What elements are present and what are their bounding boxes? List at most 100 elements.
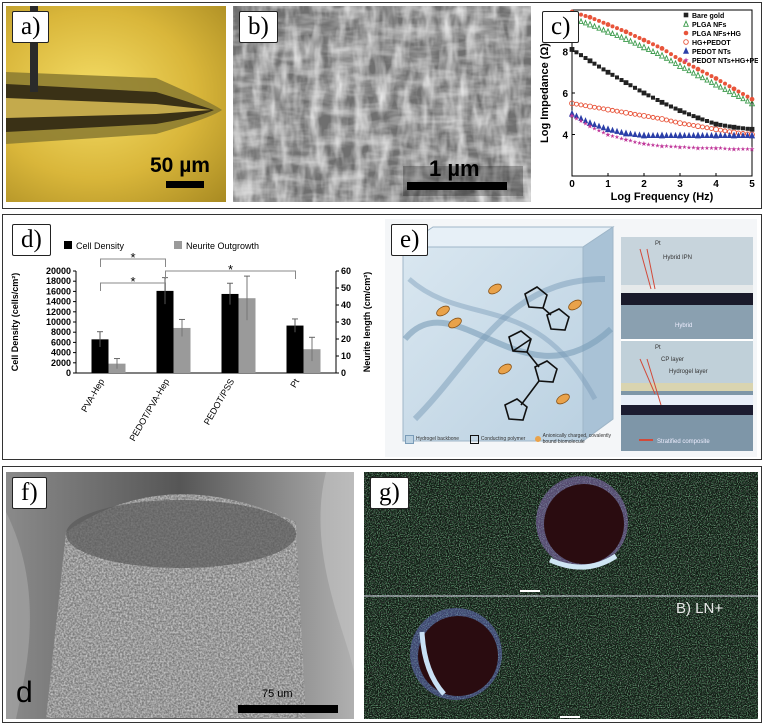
- data-point: [633, 33, 637, 38]
- panel-a-scalebar: [166, 181, 204, 188]
- cp-layer-label: CP layer: [661, 357, 684, 363]
- data-point: [618, 128, 625, 135]
- legend-entry: Neurite Outgrowth: [186, 241, 259, 251]
- data-point: ★: [646, 141, 651, 148]
- bar: [238, 298, 256, 373]
- panel-e-legend: Hydrogel backbone Conducting polymer Ani…: [405, 433, 617, 445]
- panel-a-micrograph: a) 50 µm: [6, 6, 226, 202]
- x-axis-label: Log Frequency (Hz): [611, 191, 714, 203]
- y-axis-label: Cell Density (cells/cm²): [10, 273, 20, 372]
- data-point: [654, 131, 661, 138]
- panel-f-sem-tube: f) d 75 um: [6, 472, 354, 719]
- panel-c-label: c): [542, 11, 580, 43]
- significance-marker: *: [130, 274, 135, 289]
- y-tick-label: 8000: [51, 327, 71, 337]
- data-point: [623, 80, 629, 86]
- legend-entry: PEDOT NTs: [692, 49, 731, 56]
- category-label: Pt: [288, 377, 301, 390]
- panel-e-schematic: e) Hydrogel backbone Conducting polymer …: [385, 219, 757, 457]
- data-point: [596, 105, 602, 111]
- top-pt-label: Pt: [655, 241, 661, 247]
- bar: [221, 293, 239, 373]
- data-point: [664, 117, 669, 123]
- data-point: [622, 129, 630, 137]
- data-point: [618, 33, 625, 40]
- data-point: ★: [727, 146, 732, 153]
- legend-swatch: [174, 241, 182, 249]
- y2-tick-label: 0: [341, 368, 346, 378]
- data-point: [686, 131, 692, 138]
- data-point: [669, 52, 673, 57]
- data-point: [677, 57, 683, 63]
- legend-entry: PEDOT NTs+HG+PEDOT: [692, 58, 758, 65]
- data-point: [650, 47, 656, 54]
- significance-marker: *: [228, 262, 233, 277]
- panel-d-cell-density-chart: 0 2000 4000 6000 8000 10000 12000 14000 16000 180…: [6, 219, 382, 457]
- data-point: [700, 69, 705, 74]
- data-point: [722, 85, 728, 92]
- data-point: [682, 121, 687, 127]
- data-point: [645, 45, 652, 52]
- data-point: [749, 126, 755, 132]
- data-point: [605, 69, 611, 75]
- data-point: [579, 12, 583, 17]
- data-point: [587, 58, 593, 64]
- legend-entry: Cell Density: [76, 241, 125, 251]
- data-point: [664, 102, 669, 107]
- data-point: [640, 43, 648, 51]
- data-point: ★: [731, 144, 737, 153]
- data-point: [619, 27, 624, 32]
- data-point: [726, 88, 733, 95]
- legend-marker: [683, 47, 689, 54]
- data-point: [591, 121, 598, 128]
- data-point: ★: [659, 141, 665, 150]
- data-point: [659, 45, 665, 51]
- data-point: [718, 122, 723, 127]
- data-point: [740, 95, 746, 102]
- data-point: [636, 41, 643, 48]
- data-point: [569, 47, 575, 52]
- data-point: ★: [641, 139, 647, 148]
- data-point: [641, 90, 647, 96]
- data-point: ★: [655, 142, 660, 149]
- data-point: [709, 120, 714, 125]
- data-point: [619, 78, 624, 83]
- panel-g-label: g): [370, 477, 409, 509]
- data-point: [663, 54, 670, 61]
- data-point: [686, 122, 692, 128]
- data-point: [627, 37, 634, 44]
- data-point: ★: [574, 115, 579, 122]
- hybrid-schematic-drawing: [401, 226, 753, 451]
- data-point: [646, 93, 651, 98]
- y2-tick-label: 30: [341, 317, 351, 327]
- data-point: ★: [718, 145, 723, 152]
- data-point: [723, 123, 727, 128]
- data-point: [690, 131, 697, 138]
- y-tick-label: 6000: [51, 337, 71, 347]
- conduit-sem-image: [6, 472, 354, 719]
- data-point: [744, 97, 751, 104]
- data-point: ★: [704, 145, 709, 152]
- data-point: [731, 124, 737, 130]
- data-point: [699, 131, 706, 138]
- y-tick-label: 6: [562, 89, 568, 100]
- data-point: [705, 71, 709, 76]
- data-point: ★: [709, 145, 714, 152]
- data-point: [601, 20, 606, 25]
- impedance-plot: 0 1 2 3 4 5 4 6 8 Log Frequency (Hz) Log Impedance…: [539, 9, 758, 203]
- data-point: [717, 83, 724, 90]
- data-point: [650, 131, 656, 138]
- data-point: [713, 121, 719, 127]
- data-point: [735, 92, 742, 99]
- data-point: [673, 106, 678, 111]
- data-point: [597, 18, 601, 23]
- series-3: [569, 100, 755, 138]
- data-point: ★: [668, 143, 673, 150]
- data-point: [736, 125, 741, 130]
- data-point: [655, 44, 660, 49]
- data-point: ★: [623, 135, 629, 144]
- x-tick-label: 0: [569, 179, 575, 190]
- series-5: ★★ ★ ★★★ ★ ★★★ ★ ★★★ ★ ★★★ ★ ★★★ ★ ★★★ ★ ★★★ ★ ★★★ ★ ★★★ ★ ★…: [569, 111, 755, 153]
- y2-tick-label: 60: [341, 266, 351, 276]
- data-point: [712, 80, 720, 88]
